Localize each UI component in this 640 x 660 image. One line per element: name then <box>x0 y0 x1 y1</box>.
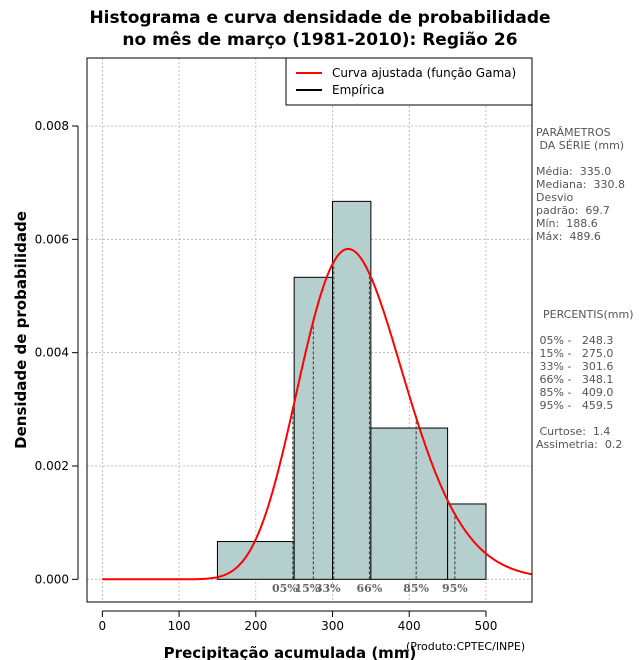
stat-p05: 05% - 248.3 <box>536 334 614 347</box>
percentile-label-85: 85% <box>403 582 429 595</box>
legend-label-2: Empírica <box>332 83 384 97</box>
histogram-bar-3 <box>332 200 372 580</box>
params-title-1: PARÂMETROS <box>536 126 611 139</box>
percentile-label-95: 95% <box>442 582 468 595</box>
percentile-label-66: 66% <box>357 582 383 595</box>
stat-p33: 33% - 301.6 <box>536 360 614 373</box>
legend-box <box>285 57 533 106</box>
x-tick-label: 500 <box>475 619 498 633</box>
legend-label-1: Curva ajustada (função Gama) <box>332 66 516 80</box>
x-axis-label: Precipitação acumulada (mm) <box>164 644 417 660</box>
chart-title-line-1: Histograma e curva densidade de probabil… <box>89 8 551 28</box>
histogram-bar-5 <box>447 503 487 580</box>
stat-p15: 15% - 275.0 <box>536 347 614 360</box>
y-tick-label: 0.002 <box>35 459 69 473</box>
stat-p66: 66% - 348.1 <box>536 373 614 386</box>
x-tick-label: 200 <box>244 619 267 633</box>
gamma-density-curve <box>102 247 533 581</box>
credit-text: (Produto:CPTEC/INPE) <box>406 640 526 653</box>
histogram-bar-4 <box>370 427 449 580</box>
y-tick-label: 0.008 <box>35 119 69 133</box>
stats-panel: PARÂMETROS DA SÉRIE (mm) Média: 335.0 Me… <box>536 126 640 451</box>
y-tick-label: 0.000 <box>35 572 69 586</box>
stat-media: Média: 335.0 <box>536 165 612 178</box>
stat-assimetria: Assimetria: 0.2 <box>536 438 623 451</box>
stat-mediana: Mediana: 330.8 <box>536 178 625 191</box>
stat-desvio-1: Desvio <box>536 191 574 204</box>
y-axis-label: Densidade de probabilidade <box>12 211 30 449</box>
params-title-2: DA SÉRIE (mm) <box>536 139 625 152</box>
percentile-label-15: 15% <box>294 582 320 595</box>
x-tick-label: 0 <box>99 619 107 633</box>
x-tick-label: 300 <box>321 619 344 633</box>
percentis-title: PERCENTIS(mm) <box>536 308 634 321</box>
percentile-label-33: 33% <box>315 582 341 595</box>
y-tick-label: 0.006 <box>35 232 69 246</box>
stat-min: Mín: 188.6 <box>536 217 598 230</box>
stat-max: Máx: 489.6 <box>536 230 601 243</box>
y-tick-label: 0.004 <box>35 346 69 360</box>
x-tick-label: 400 <box>398 619 421 633</box>
x-tick-label: 100 <box>168 619 191 633</box>
chart-title-line-2: no mês de março (1981-2010): Região 26 <box>122 30 518 50</box>
percentile-label-05: 05% <box>272 582 298 595</box>
stat-p95: 95% - 459.5 <box>536 399 614 412</box>
stat-desvio-2: padrão: 69.7 <box>536 204 610 217</box>
stat-curtose: Curtose: 1.4 <box>536 425 611 438</box>
stat-p85: 85% - 409.0 <box>536 386 614 399</box>
